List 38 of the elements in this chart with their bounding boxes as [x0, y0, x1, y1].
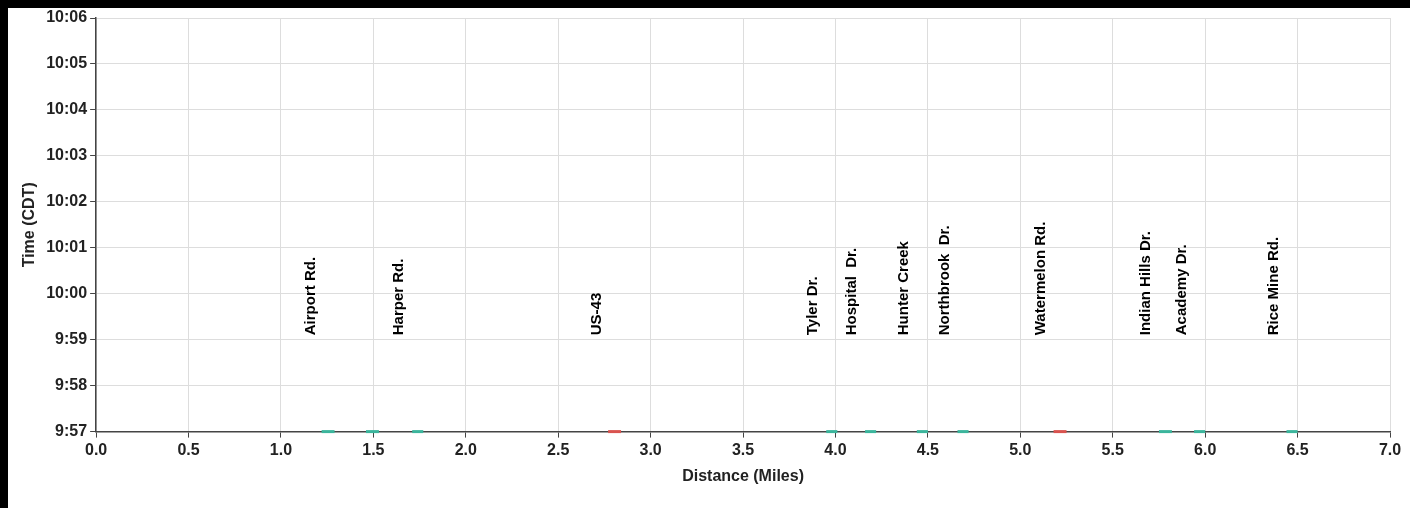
y-tick-label: 10:00 [46, 284, 88, 302]
y-tick-label: 9:59 [55, 330, 88, 348]
annotation: Indian Hills Dr. [1135, 231, 1153, 336]
annotation: Northbrook Dr. [935, 225, 953, 336]
x-tick-label: 3.5 [731, 440, 755, 458]
x-tick-label: 0.5 [177, 440, 200, 458]
annotation: US-43 [586, 292, 604, 336]
x-tick-label: 5.0 [1009, 440, 1032, 458]
annotation: Hospital Dr. [841, 247, 859, 336]
y-tick-label: 10:03 [46, 146, 88, 164]
x-tick-label: 6.5 [1286, 440, 1309, 458]
y-tick-label: 9:57 [55, 422, 88, 440]
annotation: Harper Rd. [389, 258, 407, 336]
x-tick-label: 4.0 [824, 440, 847, 458]
annotation: Watermelon Rd. [1030, 221, 1048, 336]
y-tick-label: 10:05 [46, 54, 88, 72]
y-axis-title: Time (CDT) [20, 182, 38, 268]
x-tick-label: 2.0 [454, 440, 478, 458]
y-tick-label: 10:06 [46, 8, 88, 26]
x-tick-label: 7.0 [1378, 440, 1402, 458]
x-tick-label: 0.0 [85, 440, 108, 458]
annotation: Rice Mine Rd. [1263, 236, 1281, 336]
x-tick-label: 4.5 [916, 440, 940, 458]
x-tick-label: 1.0 [269, 440, 293, 458]
y-tick-label: 10:04 [46, 100, 88, 118]
x-tick-label: 6.0 [1194, 440, 1217, 458]
y-tick-label: 10:02 [46, 192, 88, 210]
y-tick-label: 9:58 [55, 376, 88, 394]
x-tick-label: 3.0 [639, 440, 662, 458]
x-tick-label: 2.5 [547, 440, 570, 458]
annotation: Tyler Dr. [803, 276, 821, 336]
annotation: Hunter Creek [893, 240, 911, 336]
x-axis-title: Distance (Miles) [682, 466, 804, 484]
annotation: Airport Rd. [301, 256, 319, 336]
x-tick-label: 5.5 [1101, 440, 1124, 458]
x-tick-label: 1.5 [362, 440, 385, 458]
y-tick-label: 10:01 [46, 238, 88, 256]
annotation: Academy Dr. [1171, 244, 1189, 336]
